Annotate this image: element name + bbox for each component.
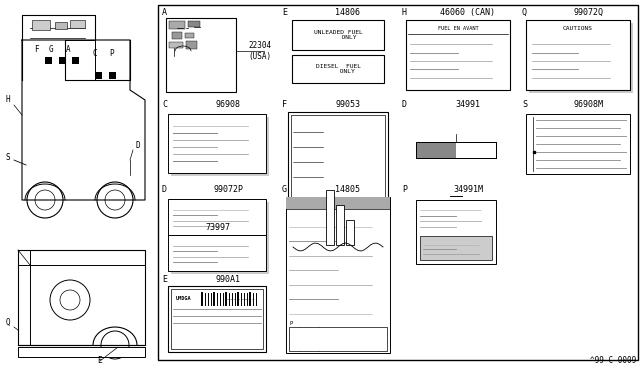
Bar [529, 23, 633, 93]
Bar [416, 142, 496, 158]
Bar [70, 20, 85, 28]
Text: E: E [282, 8, 287, 17]
Text: E: E [98, 356, 102, 365]
Text: D: D [402, 100, 407, 109]
Text: 14805: 14805 [335, 185, 360, 194]
Text: ^99 C 0009: ^99 C 0009 [589, 356, 636, 365]
Bar [59, 57, 66, 64]
Bar [172, 32, 182, 39]
Bar [292, 55, 384, 83]
Bar [32, 20, 50, 30]
Bar [169, 42, 183, 48]
Text: 99053: 99053 [335, 100, 360, 109]
Bar [526, 114, 630, 174]
Text: P: P [289, 321, 292, 326]
Bar [416, 200, 496, 264]
Text: 99072Q: 99072Q [573, 8, 603, 17]
Bar [166, 18, 236, 92]
Text: E: E [162, 275, 167, 284]
Bar [292, 20, 384, 50]
Text: C: C [162, 100, 167, 109]
Text: A: A [66, 45, 70, 55]
Bar [171, 289, 263, 349]
Text: 99072P: 99072P [213, 185, 243, 194]
Bar [185, 33, 194, 38]
Text: 34991: 34991 [456, 100, 481, 109]
Text: 14806: 14806 [335, 8, 360, 17]
Bar [168, 199, 266, 235]
Bar [326, 190, 334, 245]
Bar [416, 142, 496, 158]
Text: P: P [109, 48, 115, 58]
Text: 46060 (CAN): 46060 (CAN) [440, 8, 495, 17]
Text: D: D [162, 185, 167, 194]
Bar [526, 20, 630, 90]
Text: 96908: 96908 [216, 100, 241, 109]
Bar [346, 220, 354, 245]
Bar [406, 20, 510, 90]
Bar [168, 114, 266, 173]
Bar [188, 21, 200, 27]
Text: DIESEL  FUEL
     ONLY: DIESEL FUEL ONLY [316, 64, 360, 74]
Text: FUEL EN AVANT: FUEL EN AVANT [438, 26, 478, 31]
Bar [286, 197, 390, 209]
Text: S: S [522, 100, 527, 109]
Bar [336, 205, 344, 245]
Text: F: F [34, 45, 38, 55]
Bar [95, 72, 102, 79]
Bar [168, 286, 266, 352]
Bar [18, 347, 145, 357]
Bar [109, 72, 116, 79]
Bar [289, 327, 387, 351]
Text: 96908M: 96908M [573, 100, 603, 109]
Bar [171, 238, 269, 274]
Bar [55, 22, 67, 29]
Text: Q: Q [6, 318, 10, 327]
Text: Q: Q [522, 8, 527, 17]
Bar [416, 142, 456, 158]
Text: 990A1: 990A1 [216, 275, 241, 284]
Bar [171, 117, 269, 176]
Bar [169, 21, 185, 29]
Text: D: D [136, 141, 140, 150]
Bar [288, 112, 388, 265]
Bar [186, 41, 197, 49]
Text: UNLEADED FUEL
      ONLY: UNLEADED FUEL ONLY [314, 30, 362, 41]
Text: CAUTIONS: CAUTIONS [563, 26, 593, 31]
Bar [45, 57, 52, 64]
Text: H: H [402, 8, 407, 17]
Text: 22304
(USA): 22304 (USA) [249, 41, 272, 61]
Bar [286, 197, 390, 353]
Text: C: C [93, 48, 97, 58]
Bar [72, 57, 79, 64]
Bar [171, 202, 269, 238]
Text: H: H [6, 96, 10, 105]
Text: 73997: 73997 [205, 222, 230, 231]
Text: S: S [6, 153, 10, 162]
Text: 34991M: 34991M [453, 185, 483, 194]
Bar [420, 236, 492, 260]
Text: P: P [402, 185, 407, 194]
Text: UMDGA: UMDGA [176, 295, 191, 301]
Text: G: G [49, 45, 53, 55]
Bar [158, 5, 638, 360]
Text: A: A [162, 8, 167, 17]
Text: F: F [282, 100, 287, 109]
Text: G: G [282, 185, 287, 194]
Bar [168, 235, 266, 271]
Bar [291, 115, 385, 262]
